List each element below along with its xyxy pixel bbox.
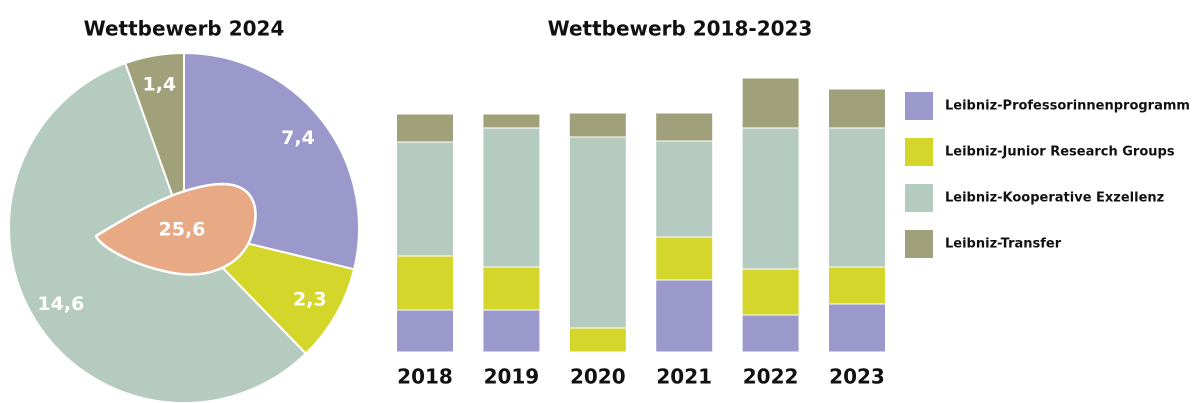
bar-segment — [655, 112, 714, 142]
bar-segment — [568, 112, 627, 138]
slice-label: 7,4 — [281, 127, 315, 149]
legend-label: Leibniz-Professorinnenprogramm — [945, 99, 1190, 114]
bar-segment — [482, 266, 541, 311]
x-tick-label: 2018 — [397, 365, 453, 389]
total-blob — [94, 182, 257, 276]
bar-segment — [828, 303, 886, 353]
bar-segment — [568, 136, 627, 329]
slice-label: 2,3 — [293, 288, 327, 310]
bar-segment — [396, 141, 454, 257]
legend-label: Leibniz-Transfer — [945, 237, 1062, 252]
legend-swatch — [905, 230, 933, 258]
bar-segment — [396, 309, 454, 353]
legend-label: Leibniz-Kooperative Exzellenz — [945, 191, 1164, 206]
legend-label: Leibniz-Junior Research Groups — [945, 145, 1175, 160]
x-tick-label: 2019 — [484, 365, 540, 389]
bar-segment — [568, 327, 627, 353]
pie-title: Wettbewerb 2024 — [84, 17, 285, 41]
x-tick-label: 2021 — [656, 365, 712, 389]
legend-swatch — [905, 92, 933, 120]
bar-segment — [828, 88, 886, 129]
bar-segment — [482, 113, 541, 129]
bar-segment — [396, 113, 454, 143]
bar-segment — [655, 140, 714, 238]
bar-title: Wettbewerb 2018-2023 — [548, 17, 813, 41]
slice-label: 1,4 — [142, 74, 176, 96]
bar-segment — [828, 127, 886, 268]
bar-segment — [741, 268, 800, 316]
legend-swatch — [905, 184, 933, 212]
bar-segment — [482, 127, 541, 268]
bar-segment — [828, 266, 886, 305]
x-tick-label: 2020 — [570, 365, 626, 389]
bar-segment — [396, 255, 454, 311]
bar-segment — [482, 309, 541, 353]
slice-label: 14,6 — [37, 293, 84, 315]
bar-segment — [741, 127, 800, 270]
total-label: 25,6 — [159, 219, 206, 241]
bar-segment — [655, 236, 714, 281]
legend-swatch — [905, 138, 933, 166]
x-tick-label: 2022 — [743, 365, 799, 389]
bar-segment — [741, 314, 800, 353]
bar-segment — [741, 77, 800, 129]
bar-segment — [655, 279, 714, 353]
x-tick-label: 2023 — [829, 365, 885, 389]
pie-slice — [123, 51, 185, 229]
